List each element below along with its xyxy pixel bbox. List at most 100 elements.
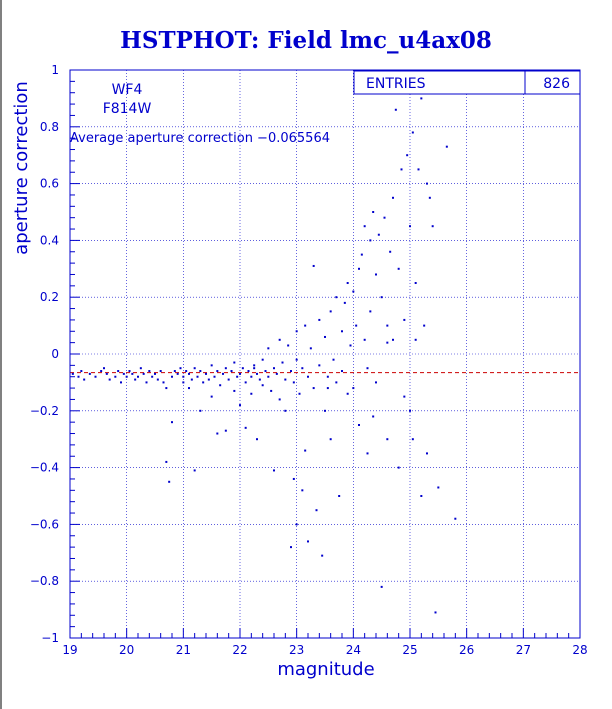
- data-point: [380, 296, 383, 299]
- data-point: [171, 421, 173, 424]
- data-point: [284, 378, 287, 381]
- data-point: [275, 372, 278, 375]
- data-point: [219, 384, 222, 387]
- data-point: [80, 370, 83, 373]
- data-point: [366, 452, 369, 455]
- average-annotation: Average aperture correction −0.065564: [70, 131, 330, 146]
- data-point: [151, 375, 154, 378]
- data-point: [156, 378, 159, 381]
- data-point: [414, 282, 417, 284]
- data-point: [250, 392, 253, 395]
- data-point: [108, 378, 111, 381]
- data-point: [182, 375, 185, 378]
- data-point: [304, 449, 307, 452]
- data-point: [253, 367, 256, 370]
- data-point: [426, 182, 428, 185]
- data-point: [142, 372, 145, 375]
- data-point: [256, 438, 258, 441]
- data-point: [261, 384, 264, 387]
- data-point: [239, 372, 241, 375]
- x-tick-label: 26: [459, 643, 474, 657]
- data-point: [202, 381, 205, 384]
- x-tick-label: 20: [119, 643, 134, 657]
- data-point: [216, 432, 219, 435]
- data-point: [346, 282, 349, 284]
- data-point: [423, 324, 426, 327]
- data-point: [290, 370, 292, 373]
- x-tick-label: 25: [402, 643, 417, 657]
- data-point: [273, 469, 275, 472]
- data-point: [71, 372, 74, 375]
- grid: [70, 70, 580, 638]
- data-point: [335, 296, 338, 299]
- data-point: [298, 392, 301, 395]
- data-point: [105, 372, 108, 375]
- y-tick-label: −0.6: [30, 517, 59, 531]
- data-point: [148, 370, 151, 373]
- data-point: [389, 250, 392, 253]
- data-point: [414, 338, 417, 341]
- y-tick-label: −1: [41, 631, 59, 645]
- data-point: [114, 375, 117, 378]
- data-point: [295, 330, 298, 333]
- data-point: [171, 375, 173, 378]
- data-point: [267, 347, 270, 350]
- data-point: [173, 370, 176, 373]
- data-point: [154, 372, 156, 375]
- data-point: [159, 370, 162, 373]
- data-point: [227, 378, 230, 381]
- data-point: [94, 375, 97, 378]
- data-point: [224, 429, 227, 432]
- data-point: [375, 273, 377, 276]
- data-point: [434, 611, 437, 614]
- data-point: [312, 264, 315, 267]
- data-point: [193, 469, 196, 472]
- data-point: [185, 370, 188, 373]
- data-point: [411, 438, 414, 441]
- data-point: [358, 424, 360, 426]
- data-point: [349, 344, 352, 347]
- data-point: [188, 387, 190, 390]
- data-point: [403, 318, 406, 321]
- y-tick-labels: 1 0.8 0.6 0.4 0.2 0 −0.2 −0.4 −0.6 −0.8 −1: [30, 63, 59, 645]
- data-point: [318, 364, 321, 367]
- data-point: [386, 438, 389, 441]
- data-point: [307, 540, 309, 543]
- data-point: [292, 381, 295, 384]
- data-point: [284, 409, 287, 412]
- data-point: [176, 372, 179, 375]
- data-point: [338, 495, 341, 497]
- y-axis-title: aperture correction: [11, 81, 32, 255]
- data-point: [309, 347, 312, 350]
- axis-ticks: [69, 69, 581, 639]
- data-point: [278, 338, 281, 341]
- data-point: [341, 370, 343, 373]
- data-point: [394, 108, 397, 111]
- data-point: [321, 554, 324, 557]
- data-point: [329, 438, 332, 441]
- x-axis-title: magnitude: [277, 659, 374, 680]
- data-point: [324, 335, 326, 338]
- data-point: [335, 381, 338, 384]
- data-point: [270, 389, 273, 392]
- data-point: [355, 324, 358, 327]
- data-point: [343, 301, 346, 304]
- data-point: [233, 389, 236, 392]
- data-point: [210, 364, 213, 367]
- data-point: [264, 370, 267, 373]
- data-point: [406, 154, 409, 157]
- data-point: [383, 216, 386, 219]
- data-points: [71, 97, 457, 614]
- x-tick-label: 27: [516, 643, 531, 657]
- data-point: [290, 546, 292, 549]
- data-point: [318, 318, 321, 321]
- data-point: [128, 370, 131, 373]
- data-point: [182, 381, 185, 384]
- y-tick-label: 0: [51, 347, 59, 361]
- data-point: [369, 310, 372, 313]
- data-point: [125, 375, 128, 378]
- data-point: [386, 341, 389, 344]
- stats-box: ENTRIES 826: [353, 70, 581, 95]
- data-point: [233, 361, 236, 364]
- data-point: [117, 370, 120, 373]
